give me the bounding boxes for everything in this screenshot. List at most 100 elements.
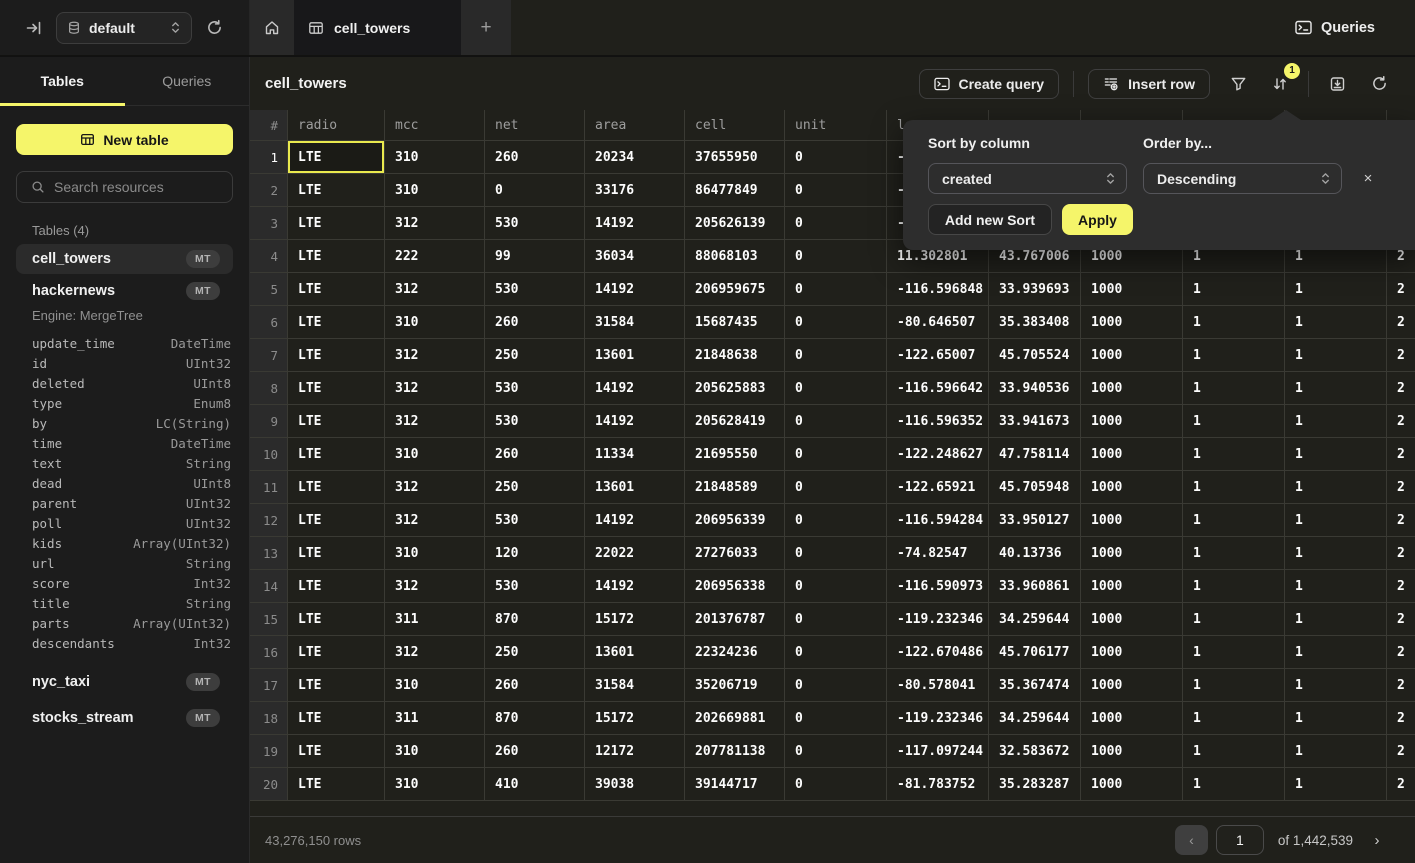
table-cell[interactable]: 312 [385,636,485,668]
table-cell[interactable]: 206956338 [685,570,785,602]
table-cell[interactable]: 33.950127 [989,504,1081,536]
table-cell[interactable]: 260 [485,141,585,173]
table-cell[interactable]: 2 [1387,669,1415,701]
download-button[interactable] [1323,70,1351,98]
table-cell[interactable]: 15172 [585,702,685,734]
table-cell[interactable]: 310 [385,669,485,701]
table-cell[interactable]: 1 [1183,735,1285,767]
table-cell[interactable]: 260 [485,669,585,701]
remove-sort-button[interactable]: × [1356,166,1380,190]
table-cell[interactable]: LTE [288,669,385,701]
table-cell[interactable]: 14192 [585,405,685,437]
table-cell[interactable]: 2 [1387,273,1415,305]
table-cell[interactable]: -116.590973 [887,570,989,602]
sidebar-item-hackernews[interactable]: hackernews MT [16,276,233,306]
table-cell[interactable]: LTE [288,702,385,734]
table-cell[interactable]: LTE [288,141,385,173]
table-cell[interactable]: 0 [785,570,887,602]
table-cell[interactable]: LTE [288,570,385,602]
column-header[interactable]: cell [685,110,785,140]
table-cell[interactable]: 311 [385,603,485,635]
table-cell[interactable]: 1 [1285,636,1387,668]
table-cell[interactable]: 410 [485,768,585,800]
table-cell[interactable]: 1000 [1081,537,1183,569]
table-cell[interactable]: 1 [1285,273,1387,305]
prev-page-button[interactable]: ‹ [1175,825,1208,855]
home-tab-button[interactable] [250,0,294,55]
table-cell[interactable]: -116.594284 [887,504,989,536]
table-cell[interactable]: 31584 [585,669,685,701]
table-cell[interactable]: 21848638 [685,339,785,371]
table-cell[interactable]: 1000 [1081,273,1183,305]
table-cell[interactable]: 37655950 [685,141,785,173]
table-cell[interactable]: 310 [385,306,485,338]
table-cell[interactable]: 1 [1285,339,1387,371]
table-cell[interactable]: 0 [785,669,887,701]
table-cell[interactable]: 202669881 [685,702,785,734]
table-cell[interactable]: 14192 [585,570,685,602]
table-cell[interactable]: 0 [785,636,887,668]
table-cell[interactable]: 1 [1183,669,1285,701]
table-cell[interactable]: 13601 [585,636,685,668]
table-cell[interactable]: 36034 [585,240,685,272]
page-number-input[interactable] [1216,825,1264,855]
table-cell[interactable]: 0 [785,240,887,272]
table-cell[interactable]: 11334 [585,438,685,470]
table-cell[interactable]: LTE [288,603,385,635]
table-cell[interactable]: 35.283287 [989,768,1081,800]
table-cell[interactable]: 310 [385,768,485,800]
table-cell[interactable]: 2 [1387,702,1415,734]
table-cell[interactable]: 0 [785,339,887,371]
refresh-table-button[interactable] [1365,70,1393,98]
tab-cell-towers[interactable]: cell_towers [294,0,461,55]
collapse-sidebar-button[interactable] [22,16,46,40]
refresh-database-button[interactable] [202,16,226,40]
table-cell[interactable]: 21695550 [685,438,785,470]
new-table-button[interactable]: New table [16,124,233,155]
table-cell[interactable]: -122.65921 [887,471,989,503]
table-cell[interactable]: 0 [785,471,887,503]
table-cell[interactable]: 260 [485,306,585,338]
table-cell[interactable]: 32.583672 [989,735,1081,767]
table-cell[interactable]: 86477849 [685,174,785,206]
column-header[interactable]: mcc [385,110,485,140]
table-cell[interactable]: 0 [785,306,887,338]
table-cell[interactable]: 33.939693 [989,273,1081,305]
table-cell[interactable]: 1 [1285,537,1387,569]
table-cell[interactable]: 22324236 [685,636,785,668]
table-cell[interactable]: 870 [485,702,585,734]
table-cell[interactable]: 2 [1387,735,1415,767]
table-cell[interactable]: 2 [1387,603,1415,635]
table-cell[interactable]: 310 [385,537,485,569]
table-cell[interactable]: 1 [1285,471,1387,503]
table-cell[interactable]: 2 [1387,306,1415,338]
table-cell[interactable]: 530 [485,504,585,536]
table-cell[interactable]: -116.596642 [887,372,989,404]
table-cell[interactable]: 0 [785,405,887,437]
table-cell[interactable]: 530 [485,405,585,437]
column-header[interactable]: unit [785,110,887,140]
table-cell[interactable]: 0 [785,207,887,239]
table-cell[interactable]: 0 [785,603,887,635]
table-cell[interactable]: 310 [385,141,485,173]
table-cell[interactable]: 530 [485,207,585,239]
table-cell[interactable]: 530 [485,273,585,305]
table-cell[interactable]: 1 [1183,603,1285,635]
table-cell[interactable]: 207781138 [685,735,785,767]
table-cell[interactable]: 1 [1183,438,1285,470]
table-cell[interactable]: 2 [1387,471,1415,503]
table-cell[interactable]: 312 [385,570,485,602]
table-cell[interactable]: 260 [485,438,585,470]
table-cell[interactable]: 1 [1183,570,1285,602]
sort-column-select[interactable]: created [928,163,1127,194]
table-cell[interactable]: 120 [485,537,585,569]
table-cell[interactable]: LTE [288,537,385,569]
table-cell[interactable]: 1 [1183,768,1285,800]
table-cell[interactable]: LTE [288,471,385,503]
database-selector[interactable]: default [56,12,192,44]
table-cell[interactable]: 14192 [585,273,685,305]
table-cell[interactable]: 205625883 [685,372,785,404]
table-cell[interactable]: LTE [288,306,385,338]
table-cell[interactable]: -80.646507 [887,306,989,338]
table-cell[interactable]: -119.232346 [887,702,989,734]
